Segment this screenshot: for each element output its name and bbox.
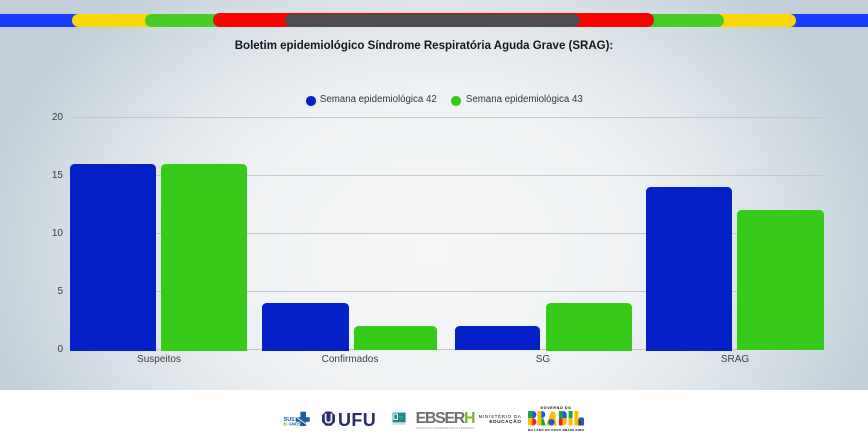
svg-text:UFU: UFU (338, 411, 376, 427)
svg-text:35 ANOS: 35 ANOS (283, 421, 301, 426)
svg-text:SUS: SUS (284, 417, 295, 423)
